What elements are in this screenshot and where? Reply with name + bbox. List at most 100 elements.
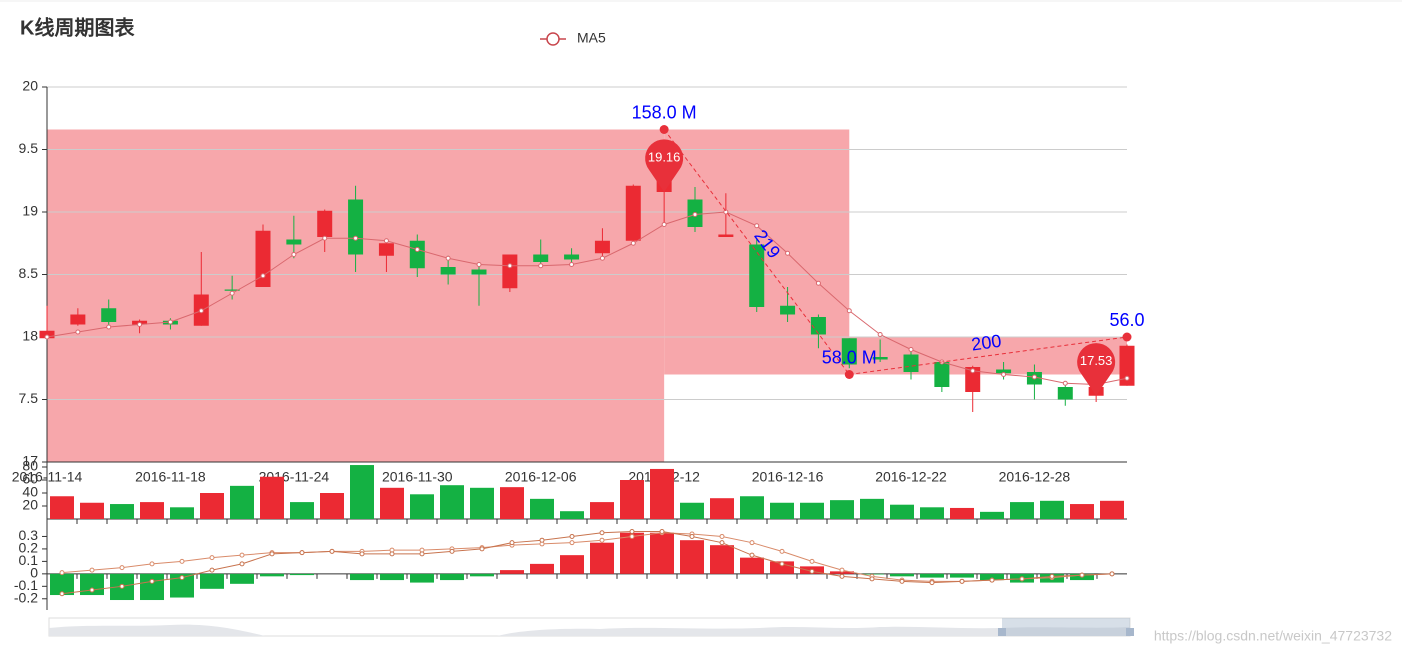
data-zoom[interactable] <box>48 617 1134 637</box>
y-tick-label: 0 <box>30 565 38 581</box>
candle-body <box>810 317 826 335</box>
ma-point <box>383 238 389 244</box>
macd-point <box>269 551 275 557</box>
volume-bar <box>140 502 164 519</box>
macd-point <box>719 540 725 546</box>
volume-bar <box>290 502 314 519</box>
ma-point <box>815 280 821 286</box>
macd-point <box>539 537 545 543</box>
macd-point <box>419 551 425 557</box>
mark-point <box>844 370 854 379</box>
candle-body <box>564 254 580 260</box>
volume-bar <box>920 507 944 519</box>
ma-point <box>785 250 791 256</box>
pin <box>1077 343 1116 396</box>
macd-bar <box>410 573 434 583</box>
y-tick-label: -0.1 <box>14 577 38 593</box>
volume-bar <box>770 502 794 519</box>
zoom-handle[interactable] <box>1126 628 1134 636</box>
candle-body <box>841 338 857 365</box>
candle-body <box>224 289 240 291</box>
volume-bar <box>260 476 284 519</box>
volume-bar <box>890 504 914 519</box>
macd-bar <box>470 573 494 577</box>
candle-body <box>780 305 796 315</box>
macd-point <box>809 558 815 564</box>
macd-line <box>61 530 1113 595</box>
volume-bar <box>830 500 854 519</box>
macd-point <box>599 530 605 536</box>
candle-body <box>718 234 734 237</box>
macd-point <box>899 578 905 584</box>
candle-body <box>1057 387 1073 400</box>
legend-label[interactable]: MA5 <box>577 30 606 46</box>
pin-label: 19.16 <box>648 149 681 164</box>
macd-point <box>359 551 365 557</box>
macd-bar <box>560 555 584 574</box>
candle-body <box>471 269 487 275</box>
y-tick-label: 18 <box>22 328 38 344</box>
macd-bar <box>380 573 404 581</box>
macd-point <box>599 537 605 543</box>
macd-point <box>89 567 95 573</box>
volume-bar <box>620 480 644 519</box>
macd-bar <box>170 573 194 598</box>
ma-point <box>414 247 420 252</box>
y-tick-label: 80 <box>22 458 38 474</box>
ma-point <box>322 235 328 241</box>
zoom-handle[interactable] <box>998 628 1006 636</box>
x-tick-label: 2016-12-16 <box>752 469 824 485</box>
macd-bar <box>920 573 944 578</box>
x-tick-label: 2016-11-18 <box>135 469 206 485</box>
macd-point <box>389 551 395 557</box>
macd-point <box>779 548 785 554</box>
macd-bar <box>140 573 164 601</box>
volume-bar <box>200 493 224 519</box>
volume-bar <box>800 502 824 519</box>
mark-areas <box>47 129 1127 462</box>
volume-bar <box>1010 502 1034 519</box>
volume-bar <box>980 511 1004 519</box>
candle-body <box>1119 345 1135 386</box>
chart-title: K线周期图表 <box>20 15 135 39</box>
candle-body <box>502 254 518 289</box>
ma-point <box>692 212 698 217</box>
macd-bar <box>890 573 914 577</box>
ma-point <box>599 255 605 261</box>
y-tick-label: 7.5 <box>19 390 39 406</box>
macd-point <box>629 528 635 534</box>
ma-point <box>569 262 575 267</box>
y-tick-label: 60 <box>22 471 38 487</box>
volume-bar <box>740 496 764 519</box>
macd-point <box>719 533 725 539</box>
legend-swatch-marker[interactable] <box>546 32 560 46</box>
volume-bar <box>110 504 134 519</box>
volume-bar <box>230 485 254 519</box>
macd-point <box>149 578 155 584</box>
macd-bar <box>950 573 974 578</box>
macd-bar <box>260 573 284 577</box>
y-tick-label: 9.5 <box>19 140 39 156</box>
mark-area <box>47 129 665 462</box>
mark-line <box>849 336 1128 375</box>
volume-bar <box>680 502 704 519</box>
ma-point <box>846 308 852 314</box>
macd-bar <box>650 532 674 574</box>
macd-bar <box>590 542 614 574</box>
x-tick-label: 2016-11-30 <box>382 469 453 485</box>
macd-point <box>839 573 845 579</box>
macd-point <box>509 540 515 546</box>
ma-point <box>260 273 266 279</box>
mark-line-label: 200 <box>970 331 1002 355</box>
macd-point <box>479 546 485 552</box>
y-tick-label: -0.2 <box>14 589 38 605</box>
macd-point <box>629 533 635 539</box>
candle-body <box>594 240 610 254</box>
zoom-window[interactable] <box>1002 618 1130 636</box>
macd-bar <box>710 545 734 574</box>
ma-point <box>198 308 204 314</box>
mark-point-label: 58.0 M <box>822 347 877 367</box>
ma-point <box>44 334 50 340</box>
macd-point <box>839 567 845 573</box>
